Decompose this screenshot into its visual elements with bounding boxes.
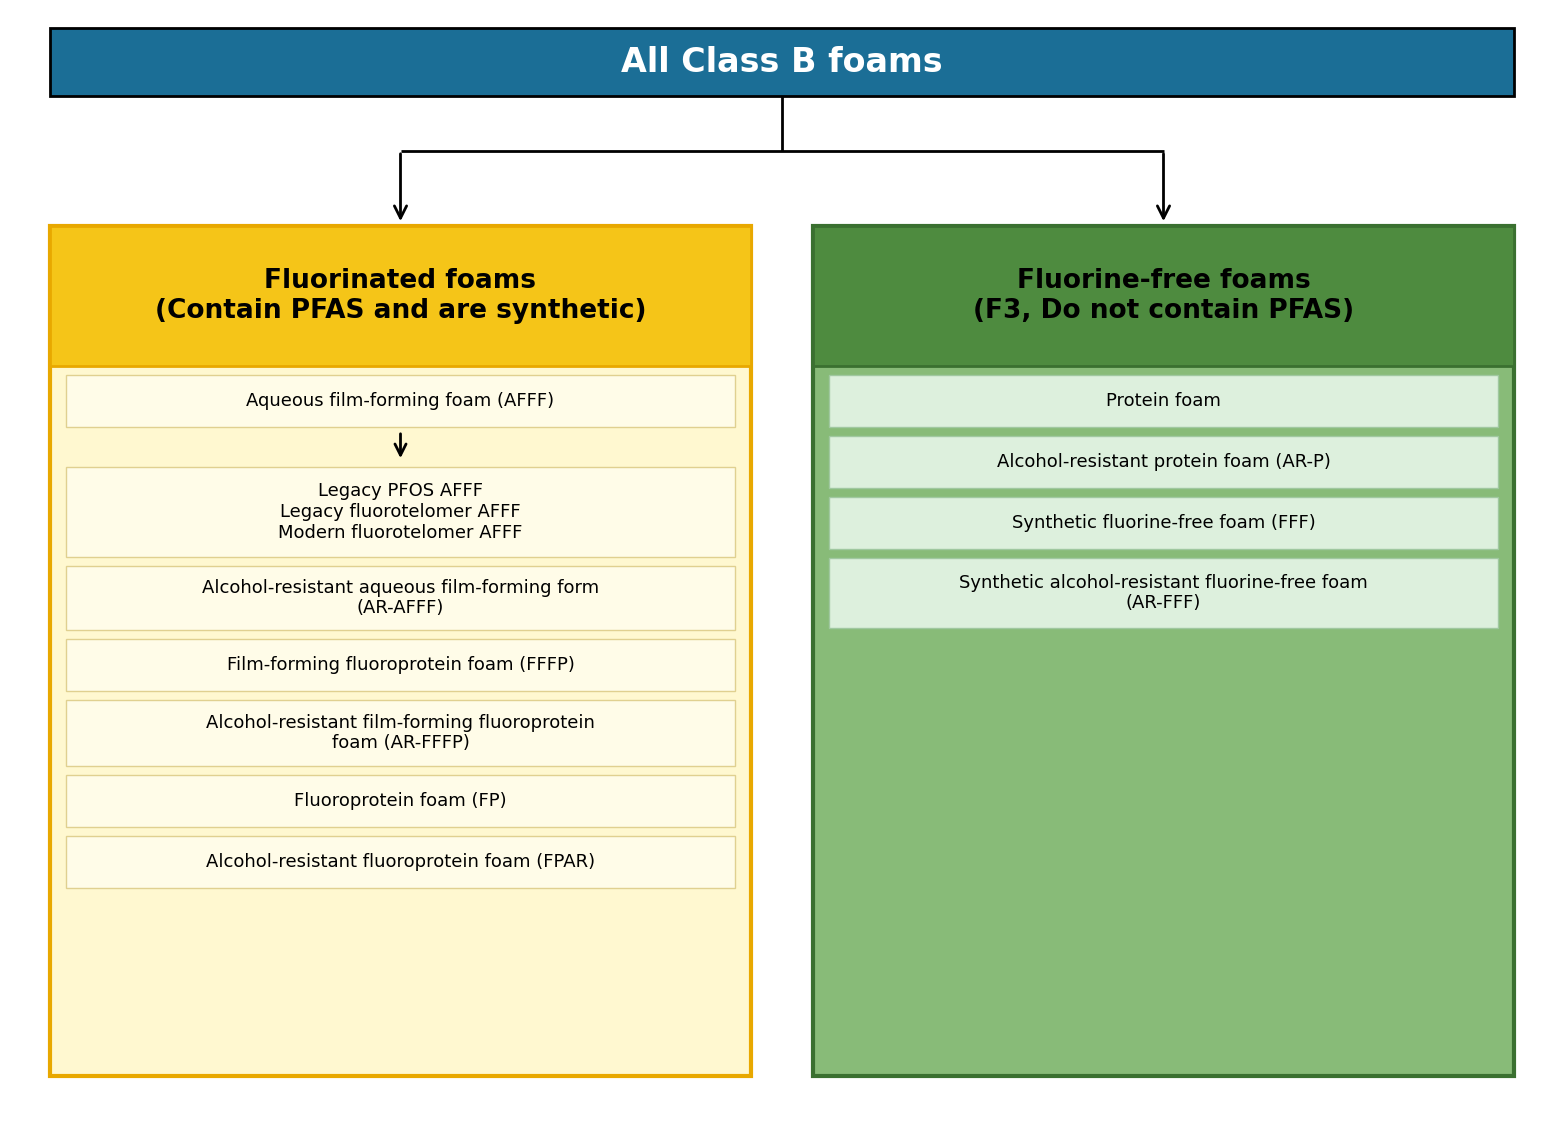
Bar xyxy=(813,226,1514,366)
Text: Legacy PFOS AFFF
Legacy fluorotelomer AFFF
Modern fluorotelomer AFFF: Legacy PFOS AFFF Legacy fluorotelomer AF… xyxy=(278,482,522,542)
Bar xyxy=(66,375,735,427)
Text: Alcohol-resistant film-forming fluoroprotein
foam (AR-FFFP): Alcohol-resistant film-forming fluoropro… xyxy=(206,714,594,752)
Text: Aqueous film-forming foam (AFFF): Aqueous film-forming foam (AFFF) xyxy=(247,392,555,410)
Bar xyxy=(829,558,1498,628)
Text: All Class B foams: All Class B foams xyxy=(621,45,943,79)
Text: Film-forming fluoroprotein foam (FFFP): Film-forming fluoroprotein foam (FFFP) xyxy=(227,656,574,674)
Bar xyxy=(829,436,1498,488)
Text: Fluorine-free foams
(F3, Do not contain PFAS): Fluorine-free foams (F3, Do not contain … xyxy=(973,268,1354,324)
Bar xyxy=(813,226,1514,1076)
Text: Alcohol-resistant fluoroprotein foam (FPAR): Alcohol-resistant fluoroprotein foam (FP… xyxy=(206,854,594,872)
Bar xyxy=(829,497,1498,549)
Text: Protein foam: Protein foam xyxy=(1106,392,1221,410)
Text: Fluorinated foams
(Contain PFAS and are synthetic): Fluorinated foams (Contain PFAS and are … xyxy=(155,268,646,324)
Bar xyxy=(66,566,735,631)
Bar xyxy=(66,638,735,691)
Bar xyxy=(66,775,735,826)
Text: Synthetic alcohol-resistant fluorine-free foam
(AR-FFF): Synthetic alcohol-resistant fluorine-fre… xyxy=(959,573,1368,613)
Bar xyxy=(829,375,1498,427)
Bar xyxy=(66,467,735,557)
Bar xyxy=(66,835,735,888)
Bar xyxy=(50,226,751,366)
Text: Alcohol-resistant aqueous film-forming form
(AR-AFFF): Alcohol-resistant aqueous film-forming f… xyxy=(202,579,599,617)
Text: Alcohol-resistant protein foam (AR-P): Alcohol-resistant protein foam (AR-P) xyxy=(996,453,1331,471)
Bar xyxy=(66,700,735,766)
Text: Synthetic fluorine-free foam (FFF): Synthetic fluorine-free foam (FFF) xyxy=(1012,513,1315,531)
Bar xyxy=(50,28,1514,96)
Bar xyxy=(50,226,751,1076)
Text: Fluoroprotein foam (FP): Fluoroprotein foam (FP) xyxy=(294,792,507,810)
